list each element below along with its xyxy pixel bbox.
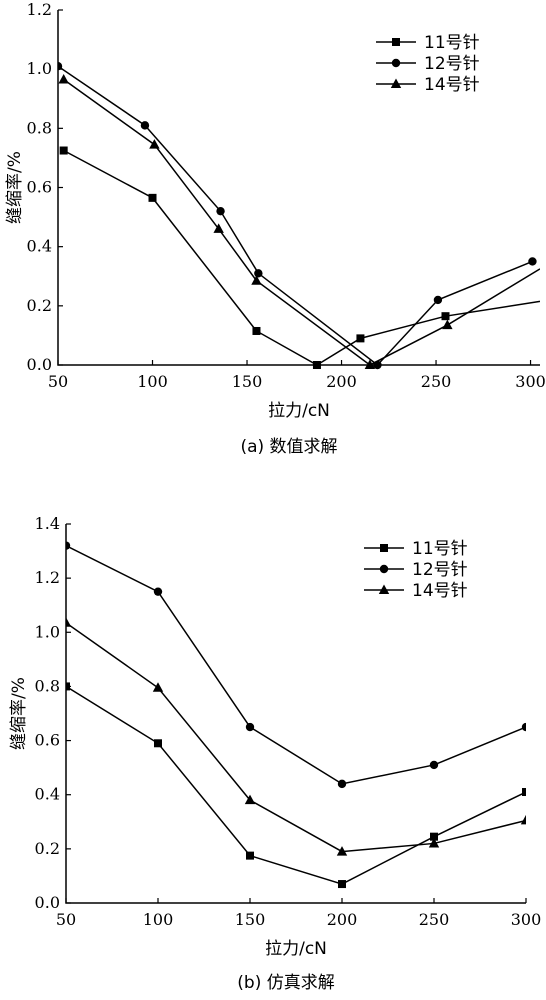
legend-marker: [390, 78, 402, 88]
x-tick-label: 150: [232, 372, 263, 391]
data-point: [441, 312, 450, 321]
y-tick-label: 0.2: [27, 296, 52, 315]
series-line: [63, 78, 540, 366]
x-tick-label: 50: [48, 372, 68, 391]
data-point: [66, 541, 71, 550]
data-point: [153, 587, 163, 596]
y-tick-label: 0.2: [35, 839, 60, 858]
y-tick-label: 1.0: [35, 622, 60, 641]
y-axis-title: 缝缩率/%: [9, 677, 29, 750]
data-point: [66, 682, 70, 691]
x-tick-label: 200: [326, 372, 357, 391]
data-point: [152, 682, 164, 692]
data-point: [312, 361, 321, 369]
x-tick-label: 300: [515, 372, 546, 391]
data-point: [66, 617, 72, 627]
legend-label: 12号针: [424, 54, 480, 74]
y-tick-label: 0.6: [35, 731, 60, 750]
x-tick-label: 100: [137, 372, 168, 391]
y-tick-label: 1.0: [27, 59, 52, 78]
data-point: [337, 779, 347, 789]
data-point: [154, 739, 162, 748]
legend-marker: [378, 584, 390, 594]
data-point: [59, 146, 68, 155]
data-point: [356, 334, 365, 343]
chart-panel-b: 0.0 0.2 0.4 0.6 0.8 1.0 1.2 1.4 50 100 150 200 250 30…: [9, 514, 541, 993]
data-point: [140, 121, 150, 130]
x-tick-label: 150: [235, 910, 266, 929]
series-circle: [66, 541, 526, 789]
data-point: [430, 832, 438, 841]
data-point: [442, 319, 453, 330]
y-tick-label: 1.4: [35, 514, 60, 533]
data-point: [336, 846, 348, 856]
legend-marker: [380, 544, 388, 552]
series-line: [66, 544, 526, 785]
data-point: [254, 269, 263, 278]
y-tick-label: 0.6: [27, 178, 52, 197]
y-tick-label: 0.4: [35, 785, 60, 804]
x-tick-label: 50: [56, 910, 76, 929]
legend-label: 11号针: [424, 33, 480, 53]
series-line: [66, 622, 526, 853]
y-tick-label: 0.4: [27, 237, 52, 256]
data-point: [58, 74, 69, 84]
data-point: [244, 794, 256, 805]
y-tick-label: 0.0: [27, 355, 52, 374]
data-point: [520, 814, 526, 825]
legend-marker: [391, 58, 401, 68]
x-axis-title: 拉力/cN: [268, 401, 330, 421]
series-line: [63, 149, 540, 366]
x-axis-title: 拉力/cN: [265, 939, 327, 959]
legend-marker: [379, 564, 389, 574]
legend-label: 11号针: [412, 539, 468, 559]
x-tick-label: 100: [143, 910, 174, 929]
data-point: [251, 275, 262, 285]
data-point: [522, 788, 526, 797]
y-tick-label: 0.8: [35, 676, 60, 695]
legend-marker: [392, 38, 400, 46]
data-point: [245, 722, 255, 732]
chart-caption: (b) 仿真求解: [237, 973, 334, 993]
data-point: [58, 62, 63, 71]
series-square: [66, 682, 526, 889]
legend-label: 14号针: [424, 75, 480, 95]
series-triangle: [66, 617, 526, 856]
x-tick-label: 250: [421, 372, 452, 391]
y-tick-label: 1.2: [35, 568, 60, 587]
data-point: [149, 139, 160, 149]
data-point: [246, 851, 254, 860]
series-triangle: [58, 74, 540, 369]
data-point: [338, 880, 346, 889]
data-point: [429, 760, 439, 770]
y-tick-label: 0.8: [27, 118, 52, 137]
legend-label: 14号针: [412, 581, 468, 601]
data-point: [252, 326, 261, 335]
series-circle: [58, 62, 537, 370]
x-tick-label: 300: [511, 910, 542, 929]
data-point: [528, 257, 537, 266]
data-point: [213, 223, 224, 233]
data-point: [364, 359, 376, 369]
y-axis-title: 缝缩率/%: [5, 151, 25, 224]
chart-panel-a: 0.0 0.2 0.4 0.6 0.8 1.0 1.2 50 100 150 200 250 300 拉力…: [5, 0, 546, 457]
y-tick-label: 0.0: [35, 893, 60, 912]
y-tick-label: 1.2: [27, 0, 52, 19]
series-square: [59, 146, 540, 369]
x-tick-label: 250: [419, 910, 450, 929]
data-point: [148, 193, 157, 202]
data-point: [521, 722, 526, 732]
data-point: [433, 295, 443, 305]
legend-label: 12号针: [412, 560, 468, 580]
x-tick-label: 200: [327, 910, 358, 929]
data-point: [428, 837, 440, 848]
series-line: [66, 685, 526, 885]
series-line: [58, 65, 533, 367]
chart-caption: (a) 数值求解: [240, 437, 337, 457]
data-point: [216, 206, 225, 216]
